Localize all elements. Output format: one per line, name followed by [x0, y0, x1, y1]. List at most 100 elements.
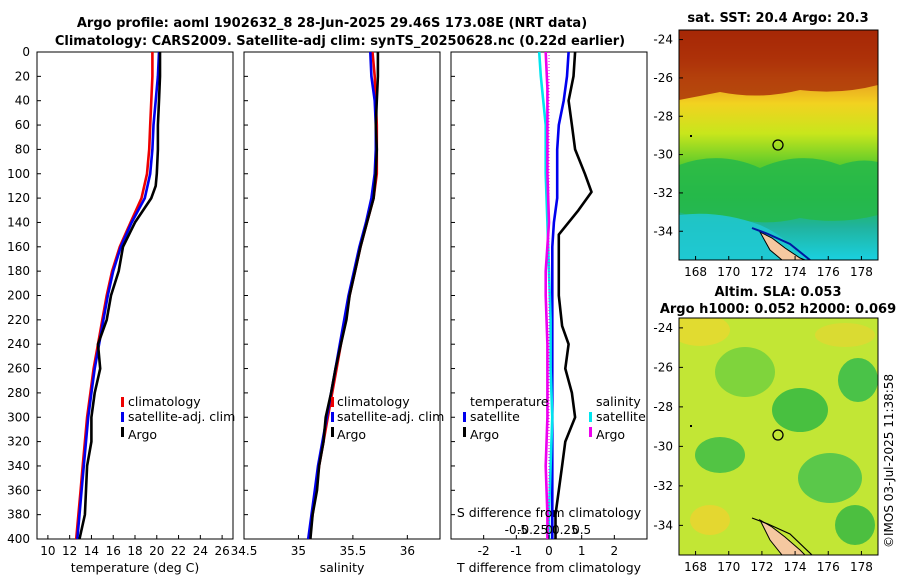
sla-argo-marker: [772, 429, 784, 441]
x-tick-label: 16: [106, 544, 121, 558]
map-x-tick-label: 176: [817, 560, 840, 574]
x-tick-label: 20: [149, 544, 164, 558]
x-tick-label: 26: [214, 544, 229, 558]
legend-label-argo: Argo: [128, 427, 157, 442]
sst-dot: [690, 135, 692, 137]
map-x-tick-label: 172: [750, 265, 773, 279]
sla-blob: [815, 323, 875, 347]
sst-map: [679, 30, 878, 260]
s-difference-axis-label: S difference from climatology: [457, 505, 642, 520]
sla-shelf-outline: [751, 517, 813, 555]
difference-legend: temperature salinity satellite Argo sate…: [463, 394, 646, 442]
depth-tick-label: 40: [15, 94, 30, 108]
legend-label-s-argo: Argo: [596, 427, 625, 442]
temperature-axis-label: temperature (deg C): [71, 560, 200, 575]
map-x-tick-label: 174: [784, 265, 807, 279]
legend-label-t-argo: Argo: [470, 427, 499, 442]
depth-tick-label: 180: [7, 264, 30, 278]
s-tick-label: 0: [545, 523, 553, 537]
depth-tick-label: 80: [15, 142, 30, 156]
depth-tick-label: 300: [7, 410, 30, 424]
depth-tick-label: 400: [7, 532, 30, 546]
legend-swatch-satellite: [331, 412, 334, 422]
salinity-series: [306, 51, 380, 540]
map-y-tick-label: -26: [653, 360, 673, 374]
t-difference-axis-label: T difference from climatology: [456, 560, 642, 575]
map-y-tick-label: -30: [653, 148, 673, 162]
series-line-argo-t-: [554, 51, 593, 539]
sla-map-frame: [678, 317, 879, 556]
s-tick-label: 0.5: [572, 523, 591, 537]
sla-map: [679, 318, 878, 555]
sst-green-band: [679, 158, 878, 223]
x-tick-label: 35.5: [340, 544, 367, 558]
map-y-tick-label: -28: [653, 400, 673, 414]
difference-series: [537, 51, 593, 539]
x-tick-label: 18: [127, 544, 142, 558]
series-line-satellite-s-: [537, 51, 554, 539]
x-tick-label: 0: [545, 544, 553, 558]
legend-label-satellite: satellite-adj. clim: [337, 409, 444, 424]
sla-map-title-line1: Altim. SLA: 0.053: [715, 285, 842, 300]
depth-tick-label: 60: [15, 118, 30, 132]
map-y-tick-label: -24: [653, 321, 673, 335]
legend-header-temperature: temperature: [470, 394, 549, 409]
sla-dot: [690, 425, 692, 427]
map-y-tick-label: -24: [653, 33, 673, 47]
sla-blob: [798, 453, 862, 503]
s-tick-label: -0.5: [505, 523, 528, 537]
x-tick-label: 35: [291, 544, 306, 558]
x-tick-label: 34.5: [231, 544, 258, 558]
legend-label-s-satellite: satellite: [596, 409, 646, 424]
depth-tick-label: 100: [7, 167, 30, 181]
depth-tick-labels: 0 20 40 60 80 100 120 140 160 180 200 220 240 260 280 3…: [7, 45, 455, 546]
x-tick-label: 10: [40, 544, 55, 558]
depth-tick-label: 280: [7, 386, 30, 400]
series-line-satellite-t-: [550, 51, 570, 539]
x-tick-label: 14: [84, 544, 99, 558]
map-y-tick-label: -32: [653, 186, 673, 200]
legend-swatch-t-satellite: [463, 412, 466, 422]
depth-tick-label: 240: [7, 337, 30, 351]
sst-land: [758, 230, 806, 260]
map-x-tick-label: 168: [684, 560, 707, 574]
map-y-tick-label: -32: [653, 479, 673, 493]
salinity-panel: [243, 51, 441, 540]
temperature-panel: [36, 51, 234, 540]
watermark: ©IMOS 03-Jul-2025 11:38:58: [882, 374, 896, 548]
map-y-tick-label: -30: [653, 439, 673, 453]
legend-header-salinity: salinity: [596, 394, 641, 409]
depth-tick-label: 0: [22, 45, 30, 59]
sst-warm-tongue: [679, 30, 878, 100]
map-y-tick-label: -34: [653, 224, 673, 238]
sla-blob: [679, 318, 730, 346]
map-x-tick-label: 170: [717, 265, 740, 279]
x-tick-label: 24: [193, 544, 208, 558]
x-tick-label: 12: [62, 544, 77, 558]
map-x-tick-label: 176: [817, 265, 840, 279]
sst-map-axes: 168 170 172 174 176 178 -24 -26 -28 -30 -32 -34: [653, 33, 872, 279]
legend-label-climatology: climatology: [337, 394, 410, 409]
figure-title-line1: Argo profile: aoml 1902632_8 28-Jun-2025…: [77, 16, 587, 31]
depth-tick-label: 340: [7, 459, 30, 473]
sla-blob: [715, 347, 775, 397]
temperature-legend: climatology satellite-adj. clim Argo: [121, 394, 235, 442]
depth-tick-label: 260: [7, 362, 30, 376]
x-tick-label: -1: [510, 544, 522, 558]
legend-swatch-climatology: [121, 397, 124, 407]
depth-tick-label: 160: [7, 240, 30, 254]
map-x-tick-label: 178: [850, 265, 873, 279]
series-line-argo-s-: [544, 51, 551, 539]
x-tick-labels: 10 12 14 16 18 20 22 24 26 34.5 35 35.5 36 -2 -1 0 1 2-0.…: [40, 523, 618, 558]
sla-map-title-line2: Argo h1000: 0.052 h2000: 0.069: [660, 302, 896, 317]
legend-label-argo: Argo: [337, 427, 366, 442]
legend-label-t-satellite: satellite: [470, 409, 520, 424]
s-tick-label: -0.25: [517, 523, 548, 537]
legend-swatch-climatology: [331, 397, 334, 407]
depth-tick-label: 120: [7, 191, 30, 205]
sla-map-axes: 168 170 172 174 176 178 -24 -26 -28 -30 -32 -34: [653, 321, 872, 574]
salinity-axis-label: salinity: [320, 560, 365, 575]
legend-label-satellite: satellite-adj. clim: [128, 409, 235, 424]
salinity-legend: climatology satellite-adj. clim Argo: [331, 394, 444, 442]
series-line-argo: [78, 52, 162, 540]
